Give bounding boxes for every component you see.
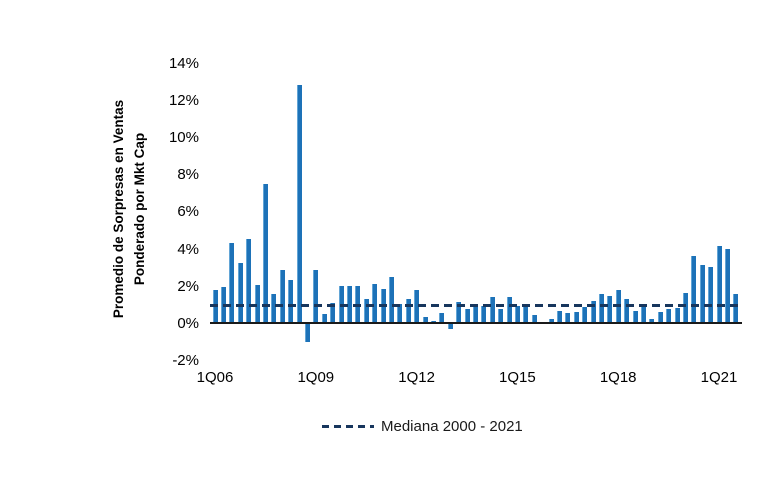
bar bbox=[447, 323, 453, 329]
bar bbox=[262, 184, 268, 323]
bar bbox=[363, 298, 369, 323]
bar bbox=[691, 256, 697, 323]
x-tick-label: 1Q06 bbox=[196, 369, 234, 386]
bar bbox=[489, 296, 495, 323]
bar bbox=[640, 305, 646, 323]
bar bbox=[372, 283, 378, 323]
legend: Mediana 2000 - 2021 bbox=[322, 418, 523, 435]
bar bbox=[682, 293, 688, 323]
bar bbox=[288, 280, 294, 323]
bar bbox=[632, 310, 638, 323]
bar bbox=[708, 267, 714, 323]
bar bbox=[674, 308, 680, 323]
bar bbox=[271, 294, 277, 323]
y-tick-label: 0% bbox=[177, 315, 199, 332]
bar bbox=[531, 314, 537, 323]
bar bbox=[456, 301, 462, 323]
y-tick-label: 4% bbox=[177, 240, 199, 258]
bar bbox=[481, 306, 487, 323]
bar bbox=[321, 313, 327, 323]
legend-label: Mediana 2000 - 2021 bbox=[381, 418, 523, 435]
bar bbox=[405, 298, 411, 323]
bar bbox=[464, 309, 470, 323]
bar bbox=[724, 248, 730, 323]
x-tick-label: 1Q12 bbox=[398, 369, 435, 386]
y-tick-label: 12% bbox=[168, 91, 199, 109]
x-tick-label: 1Q18 bbox=[599, 369, 637, 386]
bar bbox=[422, 317, 428, 323]
bar bbox=[498, 309, 504, 323]
bar bbox=[304, 323, 310, 342]
y-tick-label: 2% bbox=[177, 277, 199, 295]
bar bbox=[565, 312, 571, 323]
bar bbox=[388, 276, 394, 323]
bar bbox=[649, 319, 655, 323]
median-reference-line bbox=[210, 304, 742, 308]
bar bbox=[666, 309, 672, 323]
bar bbox=[279, 269, 285, 323]
bar bbox=[246, 239, 252, 323]
bar bbox=[657, 311, 663, 323]
y-tick-label: 10% bbox=[168, 129, 199, 146]
bar bbox=[237, 263, 243, 323]
bar bbox=[699, 265, 705, 323]
y-tick-label: 14% bbox=[168, 54, 199, 72]
y-tick-label: -2% bbox=[172, 352, 199, 370]
y-tick-label: 8% bbox=[177, 166, 199, 184]
bar bbox=[514, 306, 520, 323]
bar bbox=[254, 284, 260, 323]
bar bbox=[296, 84, 302, 323]
x-axis-line bbox=[210, 322, 742, 324]
bar bbox=[573, 311, 579, 323]
bar bbox=[590, 300, 596, 323]
bar bbox=[439, 312, 445, 323]
bar bbox=[556, 310, 562, 323]
bar bbox=[607, 296, 613, 323]
bar bbox=[548, 319, 554, 323]
dashed-line-legend-icon bbox=[322, 425, 374, 428]
bar bbox=[624, 298, 630, 323]
x-tick-label: 1Q09 bbox=[297, 369, 335, 386]
y-axis-title-line1: Promedio de Sorpresas en Ventas bbox=[111, 99, 127, 319]
bar bbox=[523, 304, 529, 323]
bar bbox=[229, 243, 235, 323]
bar bbox=[397, 304, 403, 323]
bar bbox=[716, 245, 722, 323]
bar bbox=[582, 307, 588, 323]
x-tick-label: 1Q21 bbox=[700, 369, 738, 386]
bar bbox=[598, 294, 604, 323]
bar bbox=[313, 269, 319, 323]
bar bbox=[472, 306, 478, 323]
y-tick-label: 6% bbox=[177, 203, 199, 221]
bar bbox=[506, 296, 512, 323]
bar bbox=[330, 302, 336, 323]
bar bbox=[733, 294, 739, 323]
x-tick-label: 1Q15 bbox=[499, 369, 536, 386]
